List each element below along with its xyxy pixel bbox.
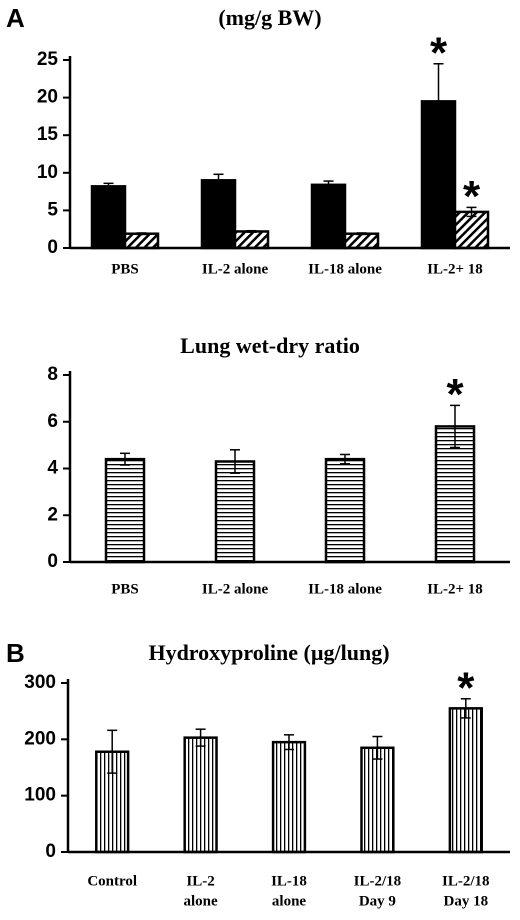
y-tick-label: 5 bbox=[47, 199, 58, 220]
error-bar bbox=[195, 728, 206, 747]
significance-mark: * bbox=[463, 172, 481, 221]
error-bar bbox=[356, 232, 367, 236]
x-tick-label: PBS bbox=[111, 581, 139, 597]
bar bbox=[200, 179, 237, 250]
y-tick-label: 0 bbox=[45, 841, 56, 862]
y-tick-label: 6 bbox=[47, 411, 58, 432]
significance-mark: * bbox=[457, 663, 475, 712]
x-tick-label: IL-18 alone bbox=[308, 581, 382, 597]
y-tick-label: 15 bbox=[37, 124, 59, 145]
y-tick-label: 300 bbox=[24, 672, 56, 693]
x-tick-label: IL-18 bbox=[271, 873, 307, 889]
error-bar bbox=[466, 206, 477, 218]
x-tick-label: IL-2/18 bbox=[442, 873, 490, 889]
error-bar bbox=[460, 698, 471, 719]
x-tick-label: Day 9 bbox=[359, 893, 396, 909]
bar bbox=[434, 425, 476, 564]
error-bar bbox=[136, 232, 147, 236]
y-tick-label: 25 bbox=[37, 49, 59, 70]
y-tick-label: 0 bbox=[47, 551, 58, 572]
bar bbox=[90, 185, 127, 250]
y-tick-label: 100 bbox=[24, 785, 56, 806]
x-tick-label: IL-2/18 bbox=[354, 873, 402, 889]
bar bbox=[343, 232, 380, 250]
significance-mark: * bbox=[430, 28, 448, 77]
error-bar bbox=[246, 229, 257, 233]
chart-title: Hydroxyproline (µg/lung) bbox=[148, 640, 389, 665]
y-tick-label: 2 bbox=[47, 504, 58, 525]
x-tick-label: IL-18 alone bbox=[308, 261, 382, 277]
chart-title: Lung wet-dry ratio bbox=[180, 333, 360, 358]
x-tick-label: Day 18 bbox=[444, 893, 489, 909]
x-tick-label: IL-2 alone bbox=[202, 261, 269, 277]
bar bbox=[324, 457, 366, 564]
error-bar bbox=[103, 182, 114, 191]
error-bar bbox=[230, 449, 240, 474]
y-tick-label: 0 bbox=[47, 237, 58, 258]
bar bbox=[233, 230, 270, 250]
error-bar bbox=[213, 173, 224, 188]
x-tick-label: alone bbox=[272, 893, 307, 909]
error-bar bbox=[450, 404, 460, 449]
chart-title: (mg/g BW) bbox=[218, 5, 321, 30]
error-bar bbox=[107, 729, 118, 774]
x-tick-label: IL-2+ 18 bbox=[427, 581, 483, 597]
bar bbox=[360, 746, 395, 854]
x-tick-label: IL-2 bbox=[186, 873, 214, 889]
x-tick-label: PBS bbox=[111, 261, 139, 277]
x-tick-label: IL-2 alone bbox=[202, 581, 269, 597]
error-bar bbox=[433, 63, 444, 140]
bar bbox=[123, 232, 160, 250]
error-bar bbox=[323, 180, 334, 190]
y-tick-label: 10 bbox=[37, 162, 58, 183]
bar bbox=[448, 707, 483, 854]
x-tick-label: alone bbox=[184, 893, 219, 909]
y-tick-label: 20 bbox=[37, 87, 58, 108]
error-bar bbox=[120, 452, 130, 466]
x-tick-label: IL-2+ 18 bbox=[427, 261, 483, 277]
significance-mark: * bbox=[446, 370, 464, 419]
error-bar bbox=[372, 735, 383, 760]
bar bbox=[271, 740, 307, 854]
bar bbox=[310, 183, 347, 250]
bar bbox=[183, 736, 218, 854]
error-bar bbox=[340, 453, 350, 465]
error-bar bbox=[284, 734, 294, 751]
panel-label: B bbox=[6, 638, 25, 668]
x-tick-label: Control bbox=[87, 873, 137, 889]
y-tick-label: 4 bbox=[47, 458, 58, 479]
bar bbox=[104, 457, 146, 564]
panel-label: A bbox=[6, 3, 25, 33]
y-tick-label: 8 bbox=[47, 364, 58, 385]
bar bbox=[214, 460, 256, 564]
y-tick-label: 200 bbox=[24, 728, 56, 749]
